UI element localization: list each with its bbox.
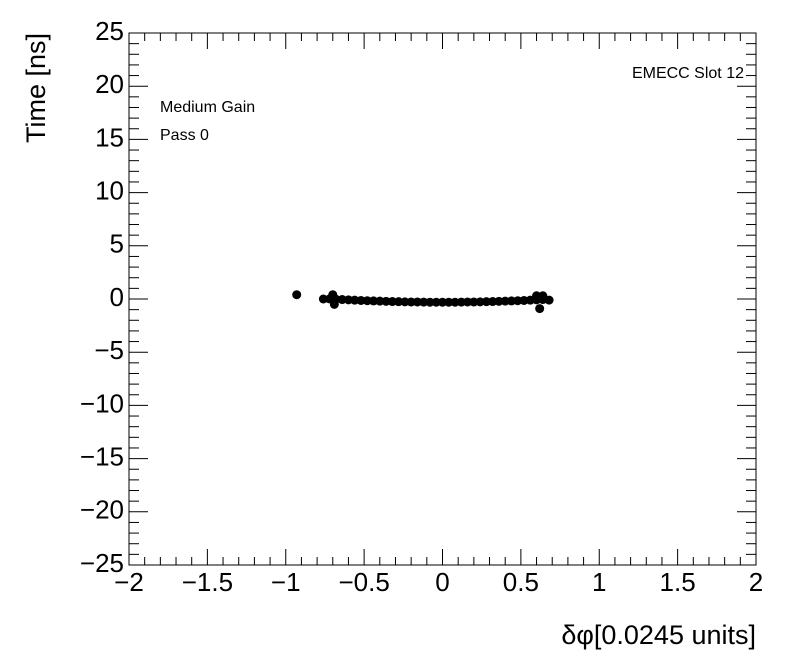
- data-point: [292, 290, 302, 300]
- data-point: [356, 295, 366, 305]
- data-point: [513, 296, 523, 306]
- annotation: Medium Gain: [160, 99, 255, 116]
- data-point: [469, 297, 479, 307]
- data-point: [375, 296, 385, 306]
- data-point: [500, 296, 510, 306]
- data-point: [369, 296, 379, 306]
- y-axis-title: Time [ns]: [21, 33, 51, 143]
- y-tick-label: 0: [110, 282, 124, 312]
- y-tick-label: 25: [95, 16, 124, 46]
- y-tick-label: 5: [110, 229, 124, 259]
- data-point: [394, 297, 404, 307]
- data-point: [481, 297, 491, 307]
- x-tick-label: 0.5: [503, 567, 539, 597]
- data-point: [362, 296, 372, 306]
- y-tick-label: −20: [80, 495, 124, 525]
- data-point: [425, 297, 435, 307]
- data-point: [419, 297, 429, 307]
- x-tick-label: 2: [749, 567, 763, 597]
- data-point: [444, 297, 454, 307]
- y-tick-label: −5: [94, 335, 124, 365]
- data-point: [438, 297, 447, 307]
- data-point: [456, 297, 466, 307]
- y-tick-label: 20: [95, 69, 124, 99]
- data-point: [544, 295, 554, 305]
- y-tick-label: −10: [80, 388, 124, 418]
- x-tick-label: 1: [592, 567, 606, 597]
- annotation: EMECC Slot 12: [632, 65, 744, 82]
- x-tick-label: −2: [114, 567, 144, 597]
- data-point: [532, 291, 542, 301]
- data-point: [318, 294, 328, 304]
- data-point: [412, 297, 422, 307]
- data-point: [463, 297, 473, 307]
- y-tick-label: −15: [80, 441, 124, 471]
- x-tick-label: −0.5: [338, 567, 389, 597]
- data-point: [400, 297, 410, 307]
- data-point: [387, 297, 397, 307]
- data-point: [494, 296, 504, 306]
- data-point: [506, 296, 516, 306]
- data-point: [535, 304, 545, 314]
- x-tick-label: −1: [271, 567, 301, 597]
- data-point: [450, 297, 460, 307]
- data-point: [406, 297, 416, 307]
- y-tick-label: 10: [95, 175, 124, 205]
- x-tick-label: 1.5: [660, 567, 696, 597]
- data-point: [475, 297, 485, 307]
- x-tick-label: 0: [435, 567, 449, 597]
- data-point: [381, 296, 391, 306]
- x-tick-label: −1.5: [182, 567, 233, 597]
- y-tick-label: 15: [95, 122, 124, 152]
- data-point: [488, 297, 498, 307]
- data-point: [431, 297, 441, 307]
- x-axis-title: δφ[0.0245 units]: [561, 620, 756, 650]
- y-tick-label: −25: [80, 548, 124, 578]
- annotation: Pass 0: [160, 127, 209, 144]
